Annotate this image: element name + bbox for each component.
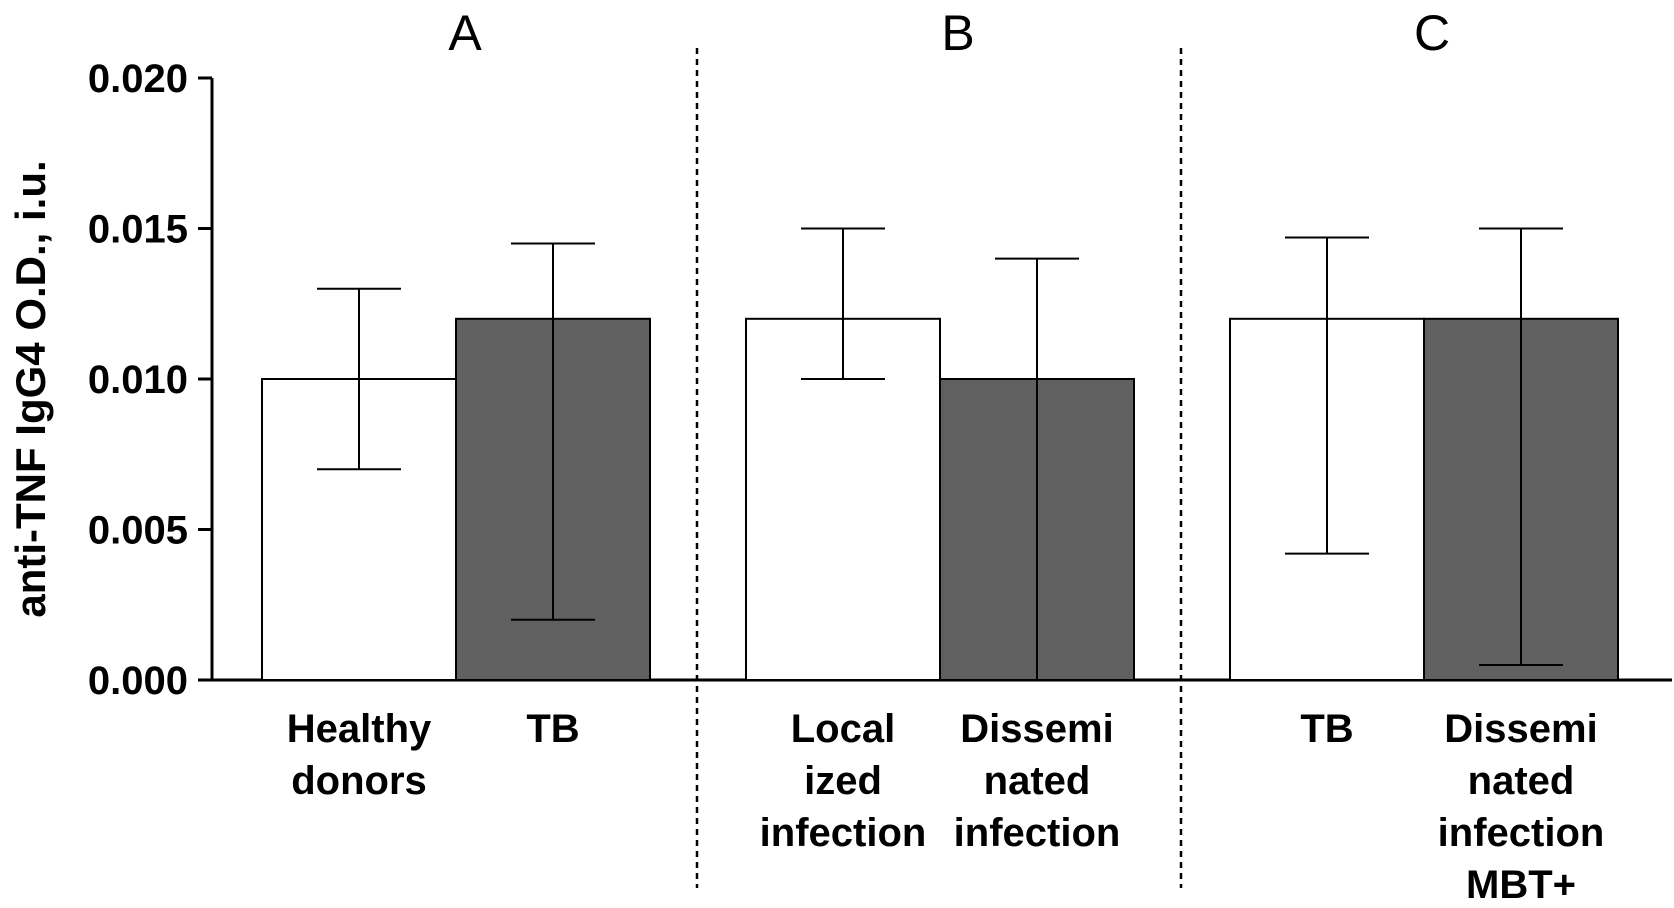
category-label: Healthy: [287, 707, 432, 751]
category-label: Dissemi: [1444, 707, 1597, 751]
bars: [261, 317, 1619, 681]
y-tick-label: 0.015: [88, 208, 188, 252]
y-tick-label: 0.010: [88, 358, 188, 402]
category-label: nated: [984, 759, 1091, 803]
category-label: infection: [760, 811, 927, 855]
category-label: infection: [954, 811, 1121, 855]
category-label: Local: [791, 707, 895, 751]
panel-label-c: C: [1414, 5, 1450, 61]
panel-label-a: A: [448, 5, 482, 61]
error-bars: [317, 227, 1563, 681]
panel-separators: [695, 48, 1183, 888]
category-label: infection: [1438, 811, 1605, 855]
category-label: ized: [804, 759, 882, 803]
category-label: TB: [526, 707, 579, 751]
category-label: nated: [1468, 759, 1575, 803]
category-label: TB: [1300, 707, 1353, 751]
y-tick-label: 0.020: [88, 57, 188, 101]
y-tick-label: 0.000: [88, 659, 188, 703]
category-label: MBT+: [1466, 863, 1576, 907]
y-axis-title: anti-TNF IgG4 O.D., i.u.: [7, 160, 54, 617]
labels: 0.000 0.005 0.010 0.015 0.020 anti-TNF IgG4 O…: [7, 5, 1604, 907]
panel-label-b: B: [941, 5, 974, 61]
y-tick-label: 0.005: [88, 509, 188, 553]
category-label: donors: [291, 759, 427, 803]
category-label: Dissemi: [960, 707, 1113, 751]
